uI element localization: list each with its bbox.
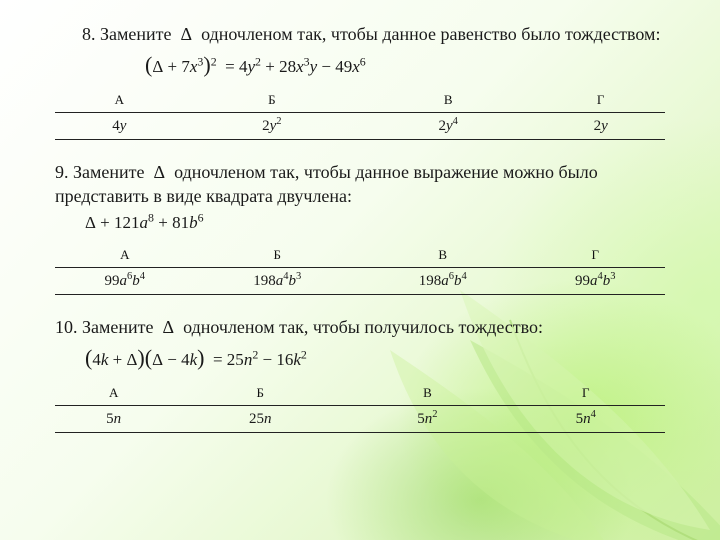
delta-symbol: Δ	[154, 162, 166, 182]
question-8: 8. Замените Δ одночленом так, чтобы данн…	[55, 22, 665, 140]
q8-h-3: В	[360, 88, 536, 112]
q9-a4[interactable]: 99a4b3	[525, 267, 665, 294]
q10-text: 10. Замените Δ одночленом так, чтобы пол…	[55, 315, 665, 339]
q9-text: 9. Замените Δ одночленом так, чтобы данн…	[55, 160, 665, 209]
q8-h-2: Б	[184, 88, 360, 112]
q10-h-2: Б	[172, 381, 348, 405]
question-9: 9. Замените Δ одночленом так, чтобы данн…	[55, 160, 665, 295]
q8-after: одночленом так, чтобы данное равенство б…	[201, 24, 660, 44]
q9-a3[interactable]: 198a6b4	[360, 267, 525, 294]
q9-h-4: Г	[525, 243, 665, 267]
q8-a4[interactable]: 2y	[536, 112, 665, 139]
q10-before: 10. Замените	[55, 317, 154, 337]
q8-h-1: А	[55, 88, 184, 112]
q10-h-1: А	[55, 381, 172, 405]
q10-h-3: В	[348, 381, 506, 405]
q10-a1[interactable]: 5n	[55, 405, 172, 432]
q8-equation: (Δ + 7x3)2 = 4y2 + 28x3y − 49x6	[145, 50, 665, 80]
q10-equation: (4k + Δ)(Δ − 4k) = 25n2 − 16k2	[85, 343, 665, 373]
q9-answer-table: А Б В Г 99a6b4 198a4b3 198a6b4 99a4b3	[55, 243, 665, 295]
q9-h-1: А	[55, 243, 195, 267]
question-10: 10. Замените Δ одночленом так, чтобы пол…	[55, 315, 665, 433]
q9-before: 9. Замените	[55, 162, 145, 182]
q10-answer-table: А Б В Г 5n 25n 5n2 5n4	[55, 381, 665, 433]
q8-before: 8. Замените	[82, 24, 172, 44]
q9-a1[interactable]: 99a6b4	[55, 267, 195, 294]
q10-a4[interactable]: 5n4	[507, 405, 665, 432]
q9-h-2: Б	[195, 243, 360, 267]
q8-text: 8. Замените Δ одночленом так, чтобы данн…	[55, 22, 665, 46]
q9-a2[interactable]: 198a4b3	[195, 267, 360, 294]
q10-a3[interactable]: 5n2	[348, 405, 506, 432]
q8-a2[interactable]: 2y2	[184, 112, 360, 139]
delta-symbol: Δ	[163, 317, 175, 337]
q10-a2[interactable]: 25n	[172, 405, 348, 432]
q8-a1[interactable]: 4y	[55, 112, 184, 139]
q8-h-4: Г	[536, 88, 665, 112]
q10-h-4: Г	[507, 381, 665, 405]
slide-background: 8. Замените Δ одночленом так, чтобы данн…	[0, 0, 720, 540]
delta-symbol: Δ	[181, 24, 193, 44]
q8-a3[interactable]: 2y4	[360, 112, 536, 139]
content-area: 8. Замените Δ одночленом так, чтобы данн…	[55, 22, 665, 453]
q9-h-3: В	[360, 243, 525, 267]
q10-after: одночленом так, чтобы получилось тождест…	[183, 317, 543, 337]
q9-equation: Δ + 121a8 + 81b6	[85, 212, 665, 235]
q8-answer-table: А Б В Г 4y 2y2 2y4 2y	[55, 88, 665, 140]
